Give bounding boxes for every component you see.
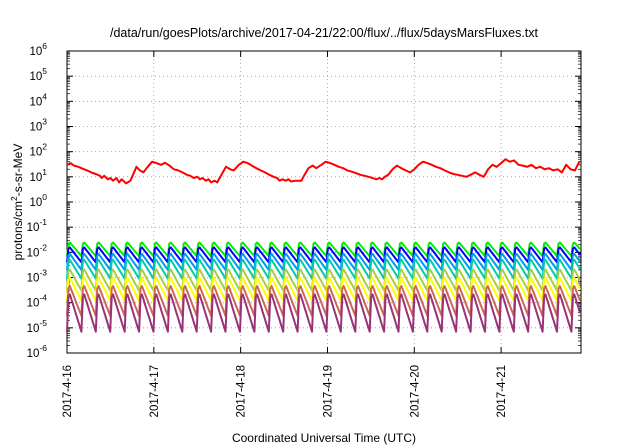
y-tick-exponent: 2	[42, 142, 47, 152]
y-axis-label: protons/cm2-s-sr-MeV	[9, 144, 25, 261]
y-tick-label: 10-4	[27, 293, 48, 310]
y-tick-exponent: 0	[42, 192, 47, 202]
y-tick-exponent: -1	[39, 217, 47, 227]
y-tick-label: 104	[29, 91, 47, 108]
y-tick-label: 106	[29, 41, 47, 58]
series-line-2	[66, 246, 581, 264]
y-tick-label: 10-1	[27, 217, 48, 234]
y-tick-label: 10-5	[27, 318, 48, 335]
series-line-6	[66, 276, 581, 302]
y-tick-exponent: 1	[42, 167, 47, 177]
y-tick-exponent: -2	[39, 242, 47, 252]
chart-title: /data/run/goesPlots/archive/2017-04-21/2…	[110, 26, 539, 40]
y-tick-label: 103	[29, 117, 47, 134]
y-tick-label: 10-2	[27, 242, 48, 259]
y-tick-exponent: 6	[42, 41, 47, 51]
y-tick-base: 10	[27, 273, 40, 285]
series-line-5	[66, 268, 581, 292]
y-tick-base: 10	[27, 298, 40, 310]
y-tick-base: 10	[27, 222, 40, 234]
y-tick-base: 10	[29, 197, 42, 209]
x-axis-label: Coordinated Universal Time (UTC)	[232, 431, 416, 445]
y-tick-base: 10	[27, 323, 40, 335]
y-tick-label: 100	[29, 192, 47, 209]
x-tick-labels: 2017-4-16 2017-4-17 2017-4-18 2017-4-19 2017…	[62, 365, 508, 417]
series-lines	[66, 158, 582, 333]
y-tick-base: 10	[29, 122, 42, 134]
y-tick-label: 10-3	[27, 268, 48, 285]
x-tick-label: 2017-4-21	[496, 365, 508, 417]
grid-lines	[66, 50, 581, 354]
series-line-1	[66, 241, 581, 258]
y-axis-label-post: -s-sr-MeV	[11, 144, 25, 197]
y-tick-exponent: -6	[39, 343, 47, 353]
series-line-8	[66, 293, 582, 333]
x-tick-label: 2017-4-16	[62, 365, 74, 417]
y-axis-label-sup: 2	[9, 196, 19, 201]
y-tick-label: 105	[29, 66, 47, 83]
y-tick-exponent: -3	[39, 268, 47, 278]
y-tick-label: 102	[29, 142, 47, 159]
y-tick-base: 10	[27, 247, 40, 259]
x-tick-label: 2017-4-18	[236, 365, 248, 417]
series-line-4	[66, 258, 581, 280]
y-tick-base: 10	[29, 172, 42, 184]
series-line-3	[66, 252, 581, 271]
y-tick-labels: 10-610-510-410-310-210-11001011021031041…	[27, 41, 48, 360]
y-tick-label: 10-6	[27, 343, 48, 360]
x-tick-label: 2017-4-19	[322, 365, 334, 417]
y-tick-base: 10	[29, 71, 42, 83]
y-tick-exponent: 3	[42, 117, 47, 127]
y-tick-label: 101	[29, 167, 47, 184]
y-axis-label-pre: protons/cm	[11, 201, 25, 260]
x-tick-label: 2017-4-20	[409, 365, 421, 417]
series-line-0	[66, 158, 581, 185]
series-line-7	[66, 285, 582, 317]
y-tick-exponent: -4	[39, 293, 47, 303]
y-tick-exponent: -5	[39, 318, 47, 328]
y-tick-base: 10	[29, 46, 42, 58]
y-tick-exponent: 5	[42, 66, 47, 76]
y-tick-base: 10	[29, 147, 42, 159]
y-tick-base: 10	[29, 96, 42, 108]
y-tick-exponent: 4	[42, 91, 47, 101]
x-tick-label: 2017-4-17	[149, 365, 161, 417]
y-tick-base: 10	[27, 348, 40, 360]
